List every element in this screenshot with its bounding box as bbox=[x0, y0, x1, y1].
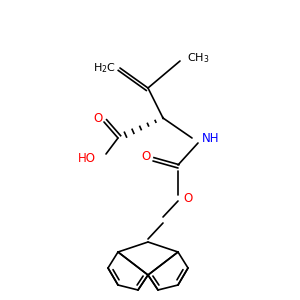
Text: O: O bbox=[183, 191, 192, 205]
Text: O: O bbox=[141, 149, 151, 163]
Text: CH$_3$: CH$_3$ bbox=[187, 51, 209, 65]
Text: H$_2$C: H$_2$C bbox=[93, 61, 116, 75]
Text: HO: HO bbox=[78, 152, 96, 164]
Text: NH: NH bbox=[202, 131, 220, 145]
Text: O: O bbox=[93, 112, 103, 124]
